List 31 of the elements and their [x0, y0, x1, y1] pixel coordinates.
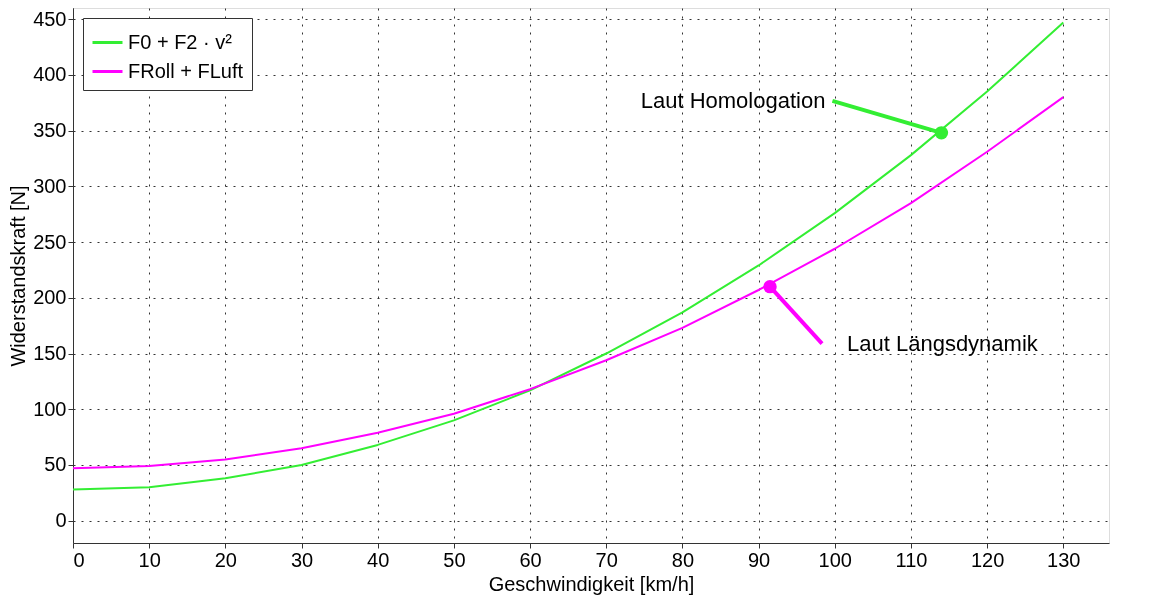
- x-tick-label: 40: [367, 548, 390, 571]
- y-tick-label: 250: [33, 230, 67, 253]
- x-tick-label: 60: [519, 548, 542, 571]
- y-tick-label: 450: [33, 7, 67, 30]
- legend-label: FRoll + FLuft: [128, 59, 244, 82]
- y-tick-label: 100: [33, 397, 67, 420]
- x-tick-label: 90: [747, 548, 771, 571]
- annotation: Laut Homologation: [640, 87, 826, 113]
- x-tick-label: 130: [1047, 548, 1081, 571]
- y-tick-label: 150: [33, 342, 67, 365]
- y-tick-label: 300: [33, 174, 67, 197]
- x-tick-label: 100: [818, 548, 852, 571]
- y-tick-label: 350: [33, 119, 67, 142]
- y-tick-label: 0: [55, 509, 67, 532]
- y-axis-title: Widerstandskraft [N]: [7, 185, 30, 367]
- line-series: [72, 21, 1065, 491]
- x-tick-label: 80: [671, 548, 695, 571]
- x-tick-label: 20: [214, 548, 237, 571]
- x-tick-label: 0: [73, 548, 85, 571]
- legend-label: F0 + F2 · v²: [128, 30, 233, 53]
- annotation: Laut Längsdynamik: [847, 330, 1039, 356]
- x-tick-label: 50: [443, 548, 466, 571]
- y-tick-label: 50: [44, 453, 67, 476]
- y-tick-label: 200: [33, 286, 67, 309]
- x-tick-label: 10: [138, 548, 161, 571]
- y-tick-label: 400: [33, 63, 67, 86]
- x-tick-label: 120: [970, 548, 1005, 571]
- x-tick-label: 30: [290, 548, 314, 571]
- x-tick-label: 70: [595, 548, 618, 571]
- x-axis-title: Geschwindigkeit [km/h]: [488, 572, 695, 595]
- x-tick-label: 110: [895, 548, 928, 571]
